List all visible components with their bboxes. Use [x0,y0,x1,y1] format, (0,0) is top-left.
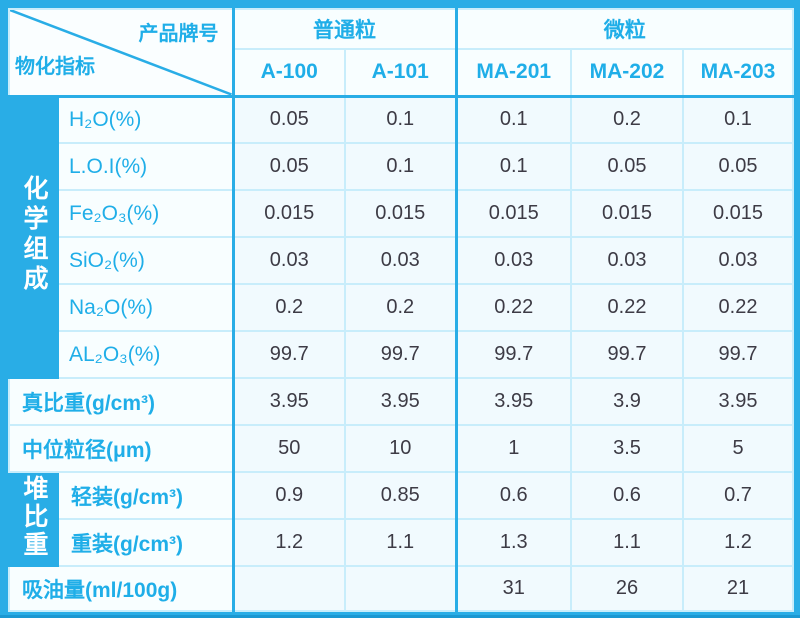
data-cell: 0.05 [681,142,795,191]
data-cell: 1.1 [570,518,684,567]
table-row: 中位粒径(μm) 50 10 1 3.5 5 [8,424,795,473]
data-cell: 0.03 [570,236,684,285]
data-cell: 0.015 [570,189,684,238]
data-cell: 99.7 [231,330,346,379]
row-label-sio2: SiO₂(%) [57,236,234,285]
row-label-median-particle-size: 中位粒径(μm) [8,424,234,473]
data-cell: 0.05 [231,142,346,191]
data-cell: 99.7 [570,330,684,379]
table-row: 真比重(g/cm³) 3.95 3.95 3.95 3.9 3.95 [8,377,795,426]
table-row: 重装(g/cm³) 1.2 1.1 1.3 1.1 1.2 [9,518,795,567]
data-cell: 10 [344,424,457,473]
corner-label-phys-chem-index: 物化指标 [15,55,95,78]
row-label-fe2o3: Fe₂O₃(%) [57,189,234,238]
data-cell: 1 [454,424,572,473]
column-header-a-101: A-101 [344,48,457,98]
data-cell: 3.9 [570,377,684,426]
data-cell: 3.5 [570,424,684,473]
bottom-edge-strip [0,615,800,618]
data-cell: 0.6 [570,471,684,520]
data-cell: 0.015 [231,189,346,238]
data-cell: 3.95 [454,377,572,426]
spec-table: 产品牌号 物化指标 普通粒 微粒 A-100 A-101 MA-201 MA-2… [8,8,795,612]
column-header-a-100: A-100 [231,48,346,98]
data-cell: 1.1 [344,518,457,567]
data-cell: 26 [570,565,684,612]
data-cell: 0.03 [454,236,572,285]
table-row: Na₂O(%) 0.2 0.2 0.22 0.22 0.22 [9,283,795,332]
data-cell: 0.1 [454,95,572,144]
corner-cell: 产品牌号 物化指标 [8,8,235,98]
corner-label-product-brand: 产品牌号 [138,23,219,45]
data-cell: 31 [454,565,572,612]
column-header-ma-202: MA-202 [570,48,684,98]
data-cell: 0.05 [231,95,346,144]
data-cell: 0.1 [681,95,795,144]
table-row: 堆比重 轻装(g/cm³) 0.9 0.85 0.6 0.6 0.7 [8,471,795,567]
table-row: AL₂O₃(%) 99.7 99.7 99.7 99.7 99.7 [9,330,795,379]
data-cell: 0.7 [681,471,795,520]
data-cell: 5 [681,424,795,473]
data-cell: 0.22 [681,283,795,332]
column-header-ma-203: MA-203 [681,48,795,98]
data-cell: 3.95 [681,377,795,426]
table-row: L.O.I(%) 0.05 0.1 0.1 0.05 0.05 [9,142,795,191]
group-label-bulk-density: 堆比重 [8,471,59,567]
table-row: SiO₂(%) 0.03 0.03 0.03 0.03 0.03 [9,236,795,285]
data-cell: 0.1 [344,142,457,191]
data-cell: 0.6 [454,471,572,520]
data-cell: 50 [231,424,346,473]
data-cell: 99.7 [681,330,795,379]
data-cell: 21 [681,565,795,612]
row-label-loi: L.O.I(%) [57,142,234,191]
data-cell: 3.95 [231,377,346,426]
row-label-loose-packed: 轻装(g/cm³) [57,471,234,520]
column-group-ordinary-granule: 普通粒 [231,8,457,50]
group-label-chemical-composition: 化学组成 [8,95,59,379]
row-label-oil-absorption: 吸油量(ml/100g) [8,565,234,612]
data-cell: 0.2 [570,95,684,144]
data-cell: 0.03 [231,236,346,285]
diagonal-divider-icon [11,11,230,93]
data-cell: 0.1 [344,95,457,144]
data-cell: 0.22 [570,283,684,332]
data-cell: 0.03 [681,236,795,285]
data-cell: 0.015 [681,189,795,238]
data-cell: 0.22 [454,283,572,332]
data-cell: 99.7 [454,330,572,379]
data-cell: 0.03 [344,236,457,285]
row-label-al2o3: AL₂O₃(%) [57,330,234,379]
table-row: 吸油量(ml/100g) 31 26 21 [8,565,795,612]
data-cell [231,565,346,612]
row-label-true-density: 真比重(g/cm³) [8,377,234,426]
data-cell: 99.7 [344,330,457,379]
data-cell: 0.9 [231,471,346,520]
column-group-fine-particle: 微粒 [454,8,795,50]
data-cell: 0.2 [231,283,346,332]
table-row: 化学组成 H₂O(%) 0.05 0.1 0.1 0.2 0.1 [8,95,795,379]
data-cell: 0.015 [454,189,572,238]
row-label-h2o: H₂O(%) [57,95,234,144]
data-cell: 0.1 [454,142,572,191]
data-cell: 3.95 [344,377,457,426]
table-row: Fe₂O₃(%) 0.015 0.015 0.015 0.015 0.015 [9,189,795,238]
data-cell: 1.3 [454,518,572,567]
data-cell: 0.85 [344,471,457,520]
data-cell: 0.05 [570,142,684,191]
column-header-ma-201: MA-201 [454,48,572,98]
data-cell: 1.2 [681,518,795,567]
data-cell: 0.2 [344,283,457,332]
data-cell: 0.015 [344,189,457,238]
row-label-tapped: 重装(g/cm³) [57,518,234,567]
row-label-na2o: Na₂O(%) [57,283,234,332]
data-cell [344,565,457,612]
data-cell: 1.2 [231,518,346,567]
